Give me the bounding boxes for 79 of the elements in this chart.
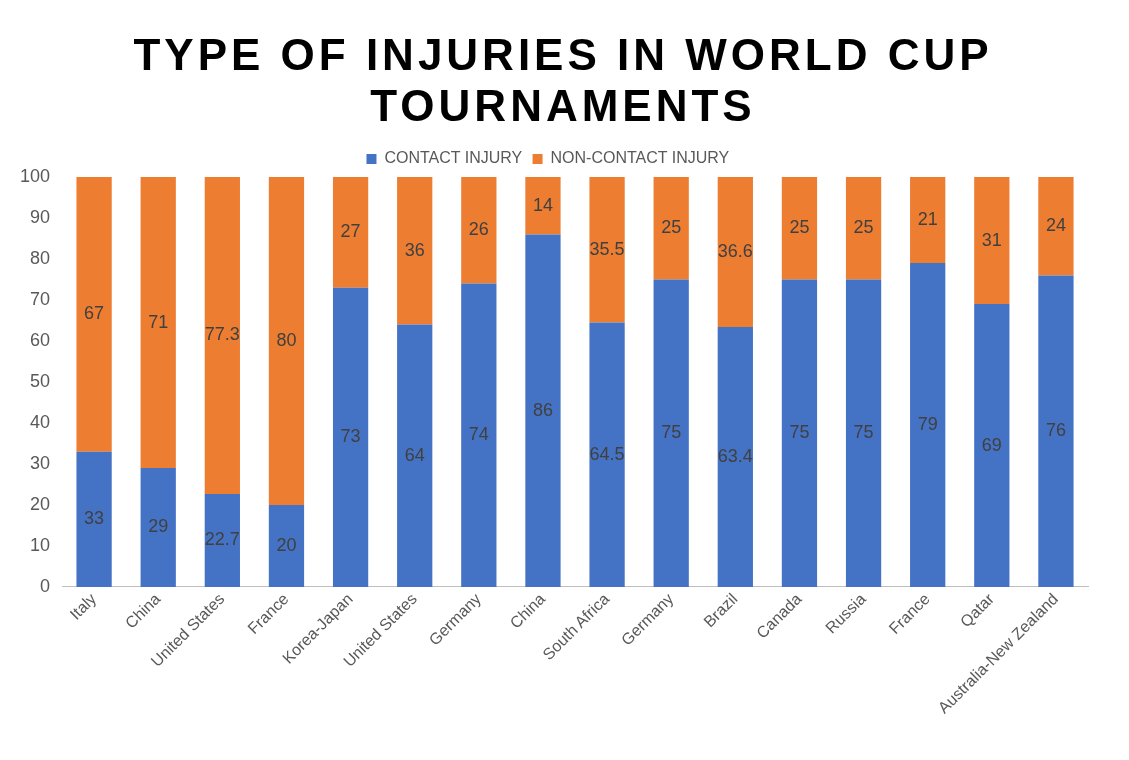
data-label: 31	[981, 229, 1002, 250]
x-tick-label: Italy	[66, 590, 100, 623]
bar	[397, 177, 433, 325]
data-label: 67	[84, 303, 105, 324]
bar	[717, 177, 753, 328]
bar	[974, 177, 1010, 305]
data-label: 64	[404, 444, 425, 465]
y-tick-label: 90	[30, 207, 51, 228]
data-label: 25	[661, 217, 682, 238]
y-tick-label: 70	[30, 289, 51, 310]
bar	[589, 322, 625, 588]
bar	[140, 177, 176, 469]
data-label: 26	[468, 219, 489, 240]
data-label: 36	[404, 239, 425, 260]
data-label: 75	[661, 422, 682, 443]
data-label: 75	[789, 422, 810, 443]
bar	[910, 263, 946, 588]
bar	[461, 283, 497, 588]
data-label: 63.4	[717, 446, 753, 467]
bar	[525, 234, 561, 588]
data-label: 14	[532, 194, 553, 215]
data-label: 71	[148, 311, 169, 332]
data-label: 86	[532, 399, 553, 420]
bar	[397, 324, 433, 588]
y-tick-label: 0	[40, 576, 51, 597]
bar	[204, 177, 240, 495]
bar	[268, 505, 305, 588]
data-label: 25	[853, 217, 874, 238]
chart-title: TYPE OF INJURIES IN WORLD CUP TOURNAMENTS	[132, 30, 994, 132]
bar	[589, 177, 625, 323]
bar	[845, 177, 882, 280]
data-label: 36.6	[717, 241, 753, 262]
y-tick-label: 100	[19, 166, 51, 187]
bar	[204, 494, 240, 588]
data-label: 35.5	[589, 238, 625, 259]
bar	[910, 177, 946, 264]
data-label: 33	[84, 508, 105, 529]
data-label: 69	[981, 434, 1002, 455]
y-tick-label: 80	[30, 248, 51, 269]
data-label: 25	[789, 217, 810, 238]
bar	[332, 287, 369, 588]
data-label: 22.7	[204, 529, 240, 550]
y-tick-label: 30	[30, 453, 51, 474]
data-label: 21	[917, 209, 938, 230]
y-tick-label: 10	[30, 535, 51, 556]
data-label: 75	[853, 422, 874, 443]
bar	[653, 279, 689, 588]
y-tick-label: 50	[30, 371, 51, 392]
bar	[653, 177, 689, 280]
bar	[1038, 275, 1074, 588]
bar	[781, 177, 818, 280]
bar	[76, 177, 112, 452]
data-label: 20	[276, 535, 297, 556]
bar	[974, 304, 1010, 588]
data-label: 80	[276, 330, 297, 351]
data-label: 76	[1045, 420, 1066, 441]
y-tick-label: 20	[30, 494, 51, 515]
bar	[332, 177, 369, 288]
y-tick-label: 60	[30, 330, 51, 351]
y-tick-label: 40	[30, 412, 51, 433]
legend-label: NON-CONTACT INJURY	[550, 149, 730, 167]
data-label: 73	[340, 426, 361, 447]
data-label: 24	[1045, 215, 1066, 236]
data-label: 29	[148, 516, 169, 537]
bar	[140, 468, 176, 588]
bar	[1038, 177, 1074, 276]
data-label: 27	[340, 221, 361, 242]
data-label: 74	[468, 424, 489, 445]
bar	[717, 327, 753, 588]
bar	[525, 177, 561, 235]
data-label: 79	[917, 414, 938, 435]
bar	[76, 451, 112, 588]
legend-label: CONTACT INJURY	[384, 149, 523, 167]
bar	[461, 177, 497, 284]
bar	[845, 279, 882, 588]
data-label: 64.5	[589, 443, 625, 464]
bar	[268, 177, 305, 506]
bar	[781, 279, 818, 588]
data-label: 77.3	[204, 324, 240, 345]
